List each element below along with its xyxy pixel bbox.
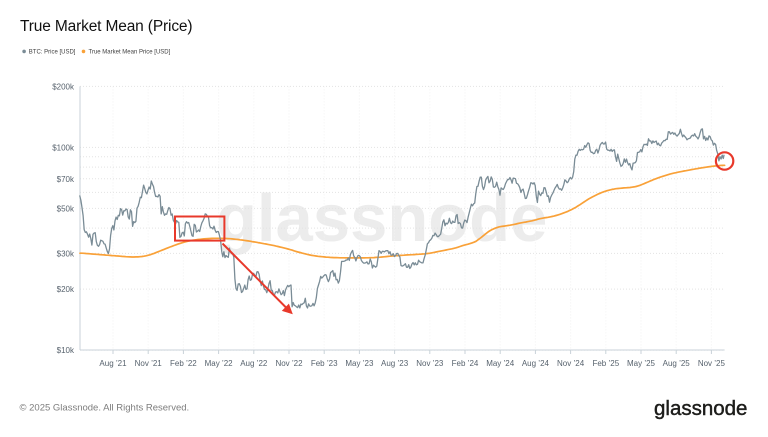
svg-text:True Market Mean (Price): True Market Mean (Price) bbox=[20, 18, 192, 35]
svg-text:glassnode: glassnode bbox=[216, 181, 547, 256]
svg-text:Aug ’22: Aug ’22 bbox=[240, 359, 268, 368]
svg-text:True Market Mean Price [USD]: True Market Mean Price [USD] bbox=[89, 50, 171, 56]
svg-text:Nov ’25: Nov ’25 bbox=[698, 359, 726, 368]
svg-text:Feb ’22: Feb ’22 bbox=[170, 359, 197, 368]
svg-text:May ’25: May ’25 bbox=[627, 359, 656, 368]
svg-text:$70k: $70k bbox=[57, 175, 75, 184]
svg-text:Nov ’23: Nov ’23 bbox=[416, 359, 444, 368]
svg-text:$10k: $10k bbox=[57, 346, 75, 355]
svg-text:$100k: $100k bbox=[52, 143, 75, 152]
svg-text:May ’24: May ’24 bbox=[486, 359, 515, 368]
svg-text:Nov ’22: Nov ’22 bbox=[275, 359, 303, 368]
svg-text:Aug ’24: Aug ’24 bbox=[522, 359, 550, 368]
svg-text:glassnode: glassnode bbox=[654, 397, 747, 420]
svg-text:May ’22: May ’22 bbox=[205, 359, 234, 368]
svg-text:Aug ’25: Aug ’25 bbox=[663, 359, 691, 368]
svg-text:Nov ’21: Nov ’21 bbox=[135, 359, 163, 368]
svg-text:© 2025 Glassnode. All Rights R: © 2025 Glassnode. All Rights Reserved. bbox=[20, 403, 190, 414]
svg-text:Feb ’23: Feb ’23 bbox=[311, 359, 338, 368]
svg-text:Aug ’21: Aug ’21 bbox=[99, 359, 127, 368]
svg-text:Feb ’24: Feb ’24 bbox=[452, 359, 479, 368]
svg-text:$20k: $20k bbox=[57, 285, 75, 294]
svg-text:$200k: $200k bbox=[52, 82, 75, 91]
svg-text:Feb ’25: Feb ’25 bbox=[592, 359, 619, 368]
svg-text:May ’23: May ’23 bbox=[345, 359, 374, 368]
svg-text:Nov ’24: Nov ’24 bbox=[557, 359, 585, 368]
svg-text:Aug ’23: Aug ’23 bbox=[381, 359, 409, 368]
svg-text:BTC: Price [USD]: BTC: Price [USD] bbox=[29, 50, 76, 56]
svg-text:$30k: $30k bbox=[57, 249, 75, 258]
svg-text:$50k: $50k bbox=[57, 204, 75, 213]
